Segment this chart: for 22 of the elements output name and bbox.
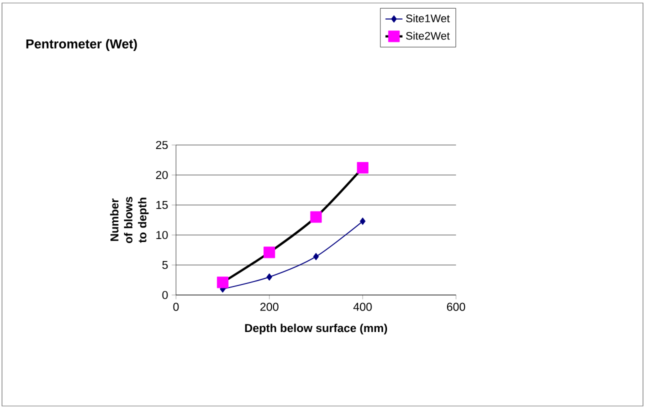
x-tick-label: 200 — [260, 302, 278, 311]
y-tick-label: 5 — [162, 261, 168, 269]
point — [313, 252, 319, 260]
legend-label: Site1Wet — [406, 14, 450, 22]
x-tick-label: 600 — [447, 302, 466, 311]
x-tick-label: 400 — [353, 302, 372, 311]
point — [266, 273, 272, 281]
y-tick-label: 20 — [156, 170, 168, 180]
point — [310, 211, 322, 223]
point — [356, 162, 368, 174]
chart-title: Pentrometer (Wet) — [26, 38, 137, 52]
y-tick-label: 25 — [156, 140, 168, 150]
point — [216, 276, 228, 288]
y-tick-label: 15 — [156, 201, 168, 209]
x-tick-label: 0 — [173, 302, 179, 311]
point — [360, 217, 366, 225]
y-axis-title: Number of blows to depth — [110, 196, 149, 244]
point — [264, 246, 276, 258]
y-tick-label: 10 — [156, 230, 168, 240]
y-tick-label: 0 — [162, 290, 168, 300]
x-axis-title: Depth below surface (mm) — [245, 324, 388, 334]
legend-label: Site2Wet — [406, 32, 450, 40]
